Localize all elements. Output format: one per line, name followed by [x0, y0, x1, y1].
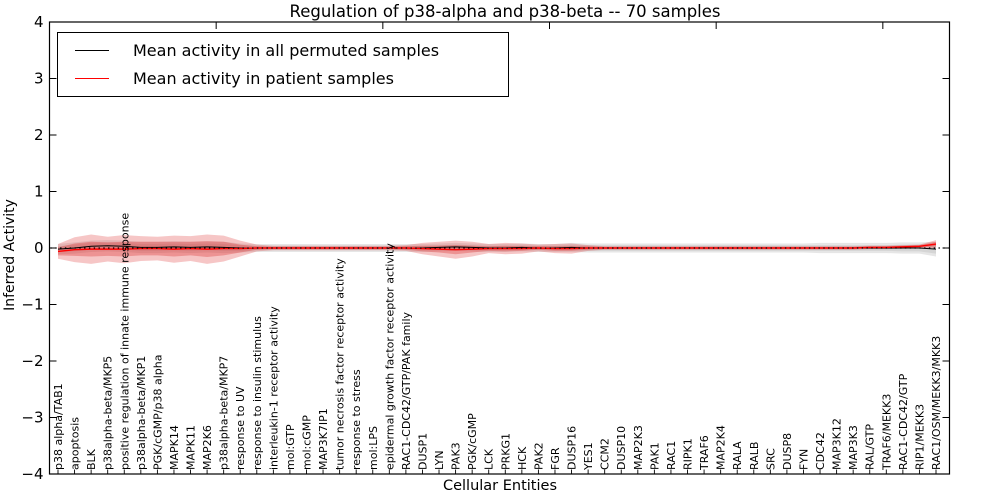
x-tick-label: RAL/GTP [864, 424, 877, 470]
x-tick-label: MAPK11 [185, 425, 198, 470]
x-tick-label: mol:GTP [284, 424, 297, 470]
y-tick-label: −3 [21, 409, 43, 427]
x-tick-label: SRC [764, 448, 777, 470]
y-tick-label: 1 [34, 183, 44, 201]
legend: Mean activity in all permuted samples Me… [57, 32, 509, 97]
x-tick-label: epidermal growth factor receptor activit… [383, 243, 396, 470]
x-tick-label: mol:LPS [367, 426, 380, 470]
x-tick-label: tumor necrosis factor receptor activity [334, 258, 347, 470]
y-tick-label: −2 [21, 352, 43, 370]
y-tick-label: −4 [21, 465, 43, 483]
x-tick-label: RAC1-CDC42/GTP/PAK family [400, 311, 413, 470]
x-tick-label: DUSP10 [615, 426, 628, 470]
x-tick-label: RIPK1 [682, 438, 695, 470]
legend-item-permuted: Mean activity in all permuted samples [75, 36, 508, 64]
x-tick-label: interleukin-1 receptor activity [267, 306, 280, 470]
legend-item-patient: Mean activity in patient samples [75, 64, 508, 92]
x-tick-label: FGR [549, 447, 562, 470]
x-tick-label: CCM2 [599, 438, 612, 470]
y-tick-label: 4 [34, 13, 44, 31]
x-tick-label: HCK [516, 446, 529, 470]
x-tick-label: PGK/cGMP/p38 alpha [151, 355, 164, 470]
x-tick-label: RIP1/MEKK3 [913, 404, 926, 470]
x-tick-label: MAP3K7IP1 [317, 408, 330, 470]
legend-line-permuted-icon [75, 49, 109, 51]
x-tick-label: p38alpha-beta/MKP5 [102, 356, 115, 470]
x-tick-label: PRKG1 [499, 433, 512, 470]
x-tick-label: TRAF6 [698, 435, 711, 471]
x-tick-label: MAP2K4 [715, 425, 728, 470]
y-tick-label: −1 [21, 296, 43, 314]
x-tick-label: RALB [748, 442, 761, 470]
x-tick-label: DUSP8 [781, 433, 794, 470]
x-tick-label: BLK [85, 448, 98, 470]
x-tick-label: MAP2K6 [201, 425, 214, 470]
x-tick-label: RAC1/OSM/MEKK3/MKK3 [930, 336, 943, 470]
x-tick-label: p38 alpha/TAB1 [52, 383, 65, 470]
x-tick-label: PGK/cGMP [466, 413, 479, 470]
x-tick-label: MAP2K3 [632, 425, 645, 470]
x-tick-label: RALA [731, 441, 744, 470]
x-tick-label: DUSP1 [416, 433, 429, 470]
y-tick-label: 3 [34, 70, 44, 88]
x-tick-label: RAC1-CDC42/GTP [897, 373, 910, 470]
x-tick-label: response to stress [350, 369, 363, 470]
chart-title: Regulation of p38-alpha and p38-beta -- … [289, 2, 721, 21]
x-tick-label: PAK1 [648, 442, 661, 470]
x-axis-label: Cellular Entities [442, 478, 558, 494]
x-tick-label: TRAF6/MEKK3 [880, 394, 893, 471]
x-tick-label: MAP3K3 [847, 425, 860, 470]
x-tick-label: LYN [433, 450, 446, 470]
x-tick-label: p38alpha-beta/MKP1 [135, 356, 148, 470]
x-tick-label: RAC1 [665, 441, 678, 470]
x-tick-label: MAPK14 [168, 425, 181, 470]
legend-label-permuted: Mean activity in all permuted samples [133, 40, 440, 60]
x-tick-label: LCK [483, 448, 496, 470]
legend-label-patient: Mean activity in patient samples [133, 68, 394, 88]
x-tick-label: positive regulation of innate immune res… [118, 213, 131, 470]
x-tick-label: CDC42 [814, 432, 827, 470]
x-tick-label: response to insulin stimulus [251, 316, 264, 470]
y-tick-label: 2 [34, 126, 44, 144]
x-tick-label: PAK2 [532, 442, 545, 470]
x-tick-label: FYN [797, 449, 810, 470]
x-tick-label: p38alpha-beta/MKP7 [218, 356, 231, 470]
legend-line-patient-icon [75, 77, 109, 79]
x-tick-label: response to UV [234, 386, 247, 470]
x-tick-label: DUSP16 [566, 426, 579, 470]
y-tick-label: 0 [34, 239, 44, 257]
x-tick-label: apoptosis [69, 417, 82, 470]
x-tick-label: MAP3K12 [831, 418, 844, 470]
x-tick-label: YES1 [582, 442, 595, 471]
x-tick-label: mol:cGMP [300, 415, 313, 470]
x-tick-label: PAK3 [450, 442, 463, 470]
y-axis-label: Inferred Activity [2, 199, 18, 311]
